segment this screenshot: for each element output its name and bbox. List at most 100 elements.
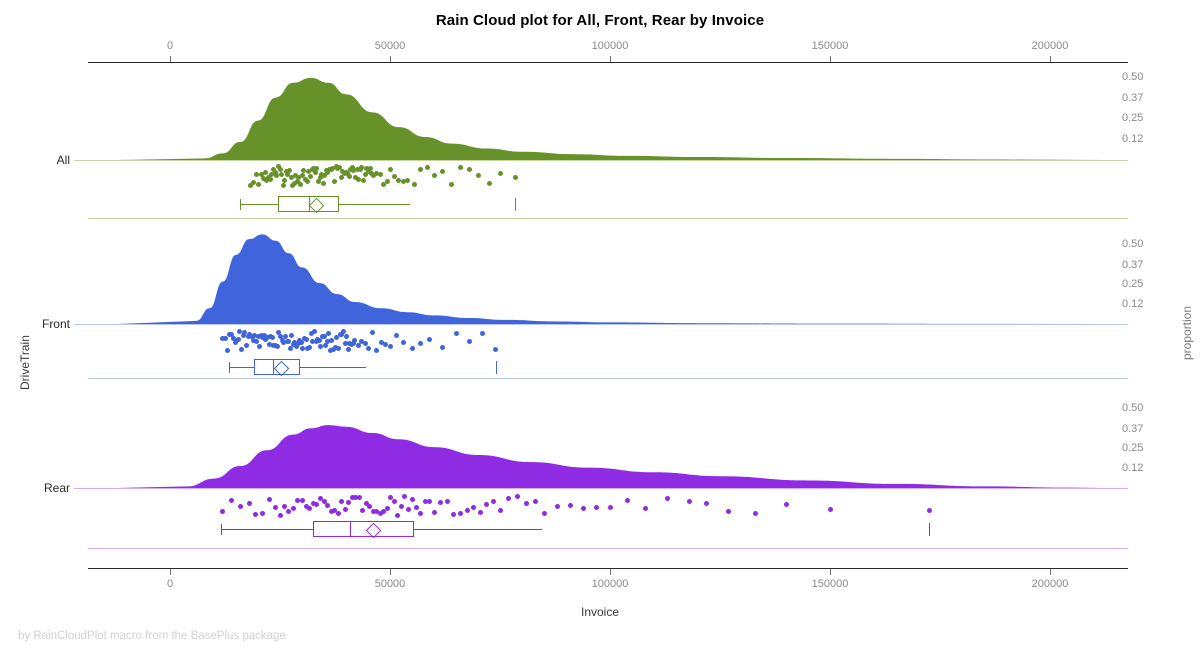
data-point: [356, 177, 362, 183]
x-axis-bottom-tick: [830, 569, 831, 575]
data-point: [256, 344, 262, 350]
data-point: [250, 337, 256, 343]
data-point: [427, 499, 433, 505]
data-point: [449, 181, 455, 187]
box-rect: [253, 359, 300, 375]
x-axis-top-ticklabel: 150000: [811, 40, 849, 52]
data-point: [244, 343, 250, 349]
data-point: [413, 505, 419, 511]
data-point: [418, 340, 424, 346]
data-point: [310, 501, 316, 507]
data-point: [274, 343, 280, 349]
data-point: [255, 181, 261, 187]
data-point: [294, 343, 300, 349]
data-point: [286, 167, 292, 173]
data-point: [278, 171, 284, 177]
box-whisker-right: [299, 367, 366, 368]
data-point: [251, 333, 257, 339]
data-point: [222, 336, 228, 342]
data-point: [291, 181, 297, 187]
data-point: [324, 339, 330, 345]
data-point: [378, 339, 384, 345]
data-point: [387, 343, 393, 349]
data-point: [369, 329, 375, 335]
x-axis-top-ticklabel: 200000: [1031, 40, 1069, 52]
data-point: [298, 181, 304, 187]
chart-title: Rain Cloud plot for All, Front, Rear by …: [435, 12, 765, 29]
proportion-ticklabel: 0.37: [1122, 258, 1144, 271]
data-point: [490, 498, 496, 504]
data-point: [339, 168, 345, 174]
data-point: [752, 510, 758, 516]
proportion-ticklabel: 0.37: [1122, 92, 1144, 105]
data-point: [340, 329, 346, 335]
data-point: [396, 178, 402, 183]
data-point: [325, 169, 331, 175]
data-point: [329, 337, 335, 343]
data-point: [310, 338, 316, 344]
x-axis-bottom-ticklabel: 50000: [374, 578, 406, 590]
data-point: [328, 509, 334, 515]
panel-bottom-edge: [88, 548, 1128, 549]
data-point: [317, 174, 323, 180]
data-point: [275, 164, 281, 169]
data-point: [303, 337, 309, 342]
data-point: [225, 347, 231, 353]
data-point: [464, 507, 470, 513]
data-point: [400, 339, 406, 345]
chart-footnote: by RainCloudPlot macro from the BasePlus…: [18, 630, 286, 642]
data-point: [383, 342, 389, 348]
data-point: [289, 332, 295, 338]
data-point: [431, 510, 437, 516]
box-whisker-cap-left: [220, 524, 222, 535]
data-point: [523, 500, 529, 506]
panel-bottom-edge: [88, 378, 1128, 379]
proportion-ticklabel: 0.50: [1122, 70, 1144, 83]
data-point: [306, 344, 312, 350]
box-whisker-left: [229, 367, 254, 368]
data-point: [367, 503, 373, 509]
data-point: [237, 503, 243, 509]
data-point: [384, 179, 390, 185]
data-point: [338, 175, 344, 181]
data-point: [400, 178, 406, 184]
data-point: [418, 166, 424, 172]
data-point: [339, 331, 345, 337]
data-point: [365, 169, 371, 175]
data-point: [351, 167, 357, 173]
data-point: [300, 345, 306, 351]
data-point: [281, 177, 287, 183]
proportion-ticklabel: 0.25: [1122, 277, 1144, 290]
data-point: [363, 500, 369, 506]
data-point: [330, 165, 336, 171]
data-point: [594, 505, 600, 511]
category-label-all: All: [56, 153, 70, 167]
data-point: [299, 339, 305, 345]
data-point: [308, 330, 314, 336]
data-point: [466, 167, 472, 173]
data-point: [253, 172, 259, 178]
box-whisker-cap-left: [240, 199, 242, 210]
x-axis-bottom-tick: [390, 569, 391, 575]
data-point: [316, 337, 322, 343]
data-point: [349, 164, 355, 170]
data-point: [287, 345, 293, 351]
data-point: [336, 345, 342, 351]
data-point: [512, 174, 518, 180]
data-point: [783, 502, 789, 508]
data-point: [315, 179, 321, 185]
data-point: [326, 330, 332, 336]
data-point: [307, 173, 313, 179]
box-outlier-tick: [929, 523, 930, 536]
data-point: [311, 329, 317, 335]
data-point: [466, 338, 472, 344]
data-point: [440, 169, 446, 175]
data-point: [277, 167, 283, 173]
data-point: [236, 337, 242, 343]
x-axis-bottom-ticklabel: 150000: [811, 578, 849, 590]
data-point: [360, 508, 366, 514]
